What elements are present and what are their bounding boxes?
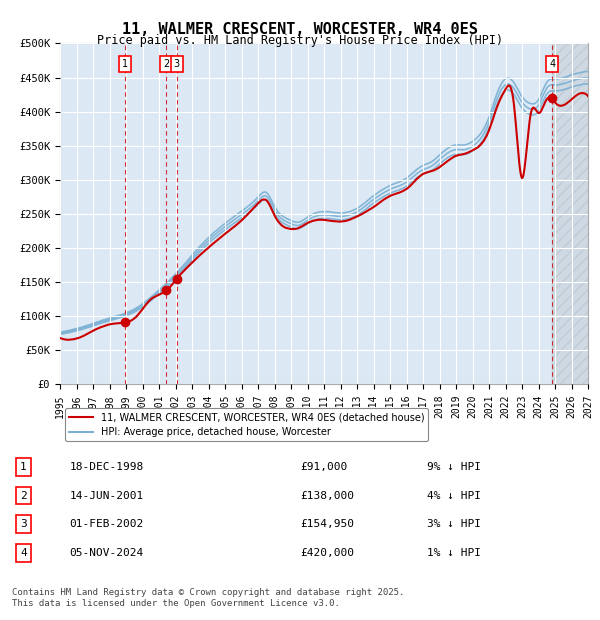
Text: Price paid vs. HM Land Registry's House Price Index (HPI): Price paid vs. HM Land Registry's House … (97, 34, 503, 47)
Text: 01-FEB-2002: 01-FEB-2002 (70, 519, 144, 529)
Text: 4: 4 (20, 548, 27, 558)
Text: £420,000: £420,000 (300, 548, 354, 558)
Text: 2: 2 (20, 490, 27, 500)
Text: £91,000: £91,000 (300, 462, 347, 472)
Text: 3% ↓ HPI: 3% ↓ HPI (427, 519, 481, 529)
Text: 05-NOV-2024: 05-NOV-2024 (70, 548, 144, 558)
Text: 1: 1 (122, 59, 128, 69)
Text: 18-DEC-1998: 18-DEC-1998 (70, 462, 144, 472)
Text: 9% ↓ HPI: 9% ↓ HPI (427, 462, 481, 472)
Legend: 11, WALMER CRESCENT, WORCESTER, WR4 0ES (detached house), HPI: Average price, de: 11, WALMER CRESCENT, WORCESTER, WR4 0ES … (65, 409, 428, 441)
Text: Contains HM Land Registry data © Crown copyright and database right 2025.
This d: Contains HM Land Registry data © Crown c… (12, 588, 404, 608)
Text: 4: 4 (549, 59, 556, 69)
Bar (553, 43, 588, 384)
Text: 1% ↓ HPI: 1% ↓ HPI (427, 548, 481, 558)
Text: 2: 2 (163, 59, 170, 69)
Text: £138,000: £138,000 (300, 490, 354, 500)
Text: 11, WALMER CRESCENT, WORCESTER, WR4 0ES: 11, WALMER CRESCENT, WORCESTER, WR4 0ES (122, 22, 478, 37)
Text: £154,950: £154,950 (300, 519, 354, 529)
Text: 3: 3 (174, 59, 180, 69)
Text: 14-JUN-2001: 14-JUN-2001 (70, 490, 144, 500)
Text: 4% ↓ HPI: 4% ↓ HPI (427, 490, 481, 500)
Text: 3: 3 (20, 519, 27, 529)
Text: 1: 1 (20, 462, 27, 472)
